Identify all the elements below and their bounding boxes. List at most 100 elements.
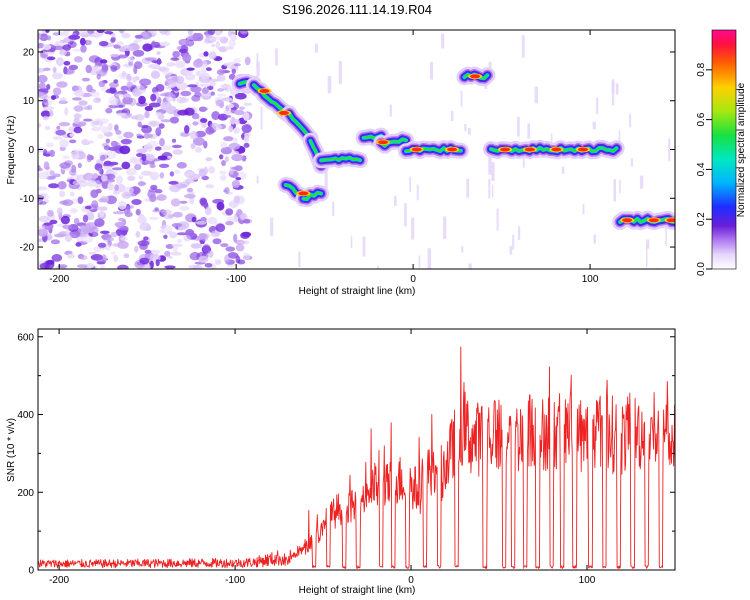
noise-blob (85, 263, 95, 269)
noise-blob (59, 139, 69, 148)
noise-blob (181, 39, 191, 45)
noise-blob (126, 73, 132, 82)
noise-blob (64, 234, 72, 243)
noise-blob (45, 30, 50, 33)
noise-blob (228, 103, 235, 109)
noise-blob (121, 70, 126, 78)
noise-streak (491, 162, 495, 181)
noise-blob (128, 60, 134, 66)
noise-blob (86, 39, 91, 46)
snr-x-axis-label: Height of straight line (km) (299, 585, 416, 596)
noise-streak (496, 208, 499, 231)
noise-blob (43, 222, 52, 226)
noise-blob (172, 244, 178, 253)
noise-blob (186, 187, 194, 193)
noise-streak (324, 166, 328, 189)
noise-streak (270, 217, 274, 237)
noise-blob (194, 91, 202, 98)
noise-streak (646, 244, 648, 267)
noise-streak (256, 53, 259, 69)
noise-blob (172, 50, 180, 58)
noise-blob (135, 208, 141, 216)
noise-blob (243, 102, 253, 106)
noise-blob (80, 44, 87, 53)
noise-blob (88, 180, 93, 187)
noise-blob (107, 122, 113, 131)
noise-blob (73, 113, 82, 120)
noise-blob (77, 196, 84, 204)
noise-streak (612, 82, 615, 106)
noise-blob (244, 56, 251, 66)
noise-blob (161, 145, 172, 151)
x-tick-label: 0 (410, 274, 416, 285)
noise-blob (150, 184, 158, 190)
noise-blob (90, 254, 103, 261)
noise-blob (171, 144, 182, 149)
noise-blob (111, 32, 117, 37)
noise-blob (195, 130, 207, 138)
noise-blob (38, 74, 48, 83)
noise-blob (77, 162, 82, 168)
noise-blob (62, 44, 72, 51)
noise-blob (186, 67, 195, 71)
noise-blob (112, 211, 125, 215)
noise-blob (166, 97, 173, 102)
noise-blob (87, 226, 95, 234)
noise-blob (225, 246, 235, 252)
noise-streak (460, 90, 463, 107)
noise-blob (241, 231, 252, 238)
noise-blob (150, 64, 161, 70)
noise-streak (298, 251, 301, 267)
colorbar: 0.0 0.2 0.4 0.6 0.8 Normalized spectral ampl… (696, 29, 747, 276)
noise-blob (164, 265, 176, 269)
noise-streak (619, 179, 621, 194)
noise-blob (55, 129, 66, 136)
noise-blob (98, 167, 103, 175)
noise-blob (67, 253, 75, 259)
noise-blob (216, 69, 225, 76)
noise-blob (201, 233, 209, 242)
noise-blob (120, 138, 132, 145)
noise-blob (207, 216, 218, 225)
noise-streak (491, 185, 494, 198)
noise-blob (90, 91, 100, 97)
noise-blob (188, 264, 200, 269)
noise-blob (136, 148, 147, 154)
noise-blob (184, 107, 195, 116)
noise-blob (183, 234, 192, 242)
noise-blob (129, 205, 134, 209)
noise-blob (38, 122, 42, 128)
noise-blob (81, 138, 89, 146)
noise-blob (48, 109, 54, 117)
noise-blob (215, 99, 225, 107)
noise-blob (200, 72, 211, 80)
noise-blob (233, 58, 241, 64)
noise-streak (629, 113, 632, 128)
noise-blob (190, 143, 196, 149)
noise-blob (199, 107, 209, 111)
noise-blob (233, 233, 238, 243)
noise-blob (159, 93, 170, 97)
noise-blob (121, 191, 132, 199)
y-tick-label: 200 (17, 488, 34, 499)
noise-blob (84, 205, 92, 210)
noise-blob (176, 82, 188, 91)
noise-streak (443, 216, 447, 239)
noise-blob (115, 129, 122, 135)
noise-streak (521, 35, 525, 58)
noise-blob (211, 123, 223, 131)
noise-blob (219, 154, 224, 160)
noise-streak (630, 158, 633, 167)
noise-blob (183, 171, 195, 177)
noise-blob (105, 107, 113, 114)
noise-blob (202, 243, 211, 253)
noise-blob (168, 255, 173, 259)
noise-streak (596, 97, 599, 115)
noise-blob (109, 54, 120, 57)
noise-blob (42, 44, 52, 51)
noise-blob (113, 254, 119, 263)
noise-blob (170, 198, 181, 207)
noise-blob (94, 218, 105, 228)
noise-blob (113, 79, 119, 84)
